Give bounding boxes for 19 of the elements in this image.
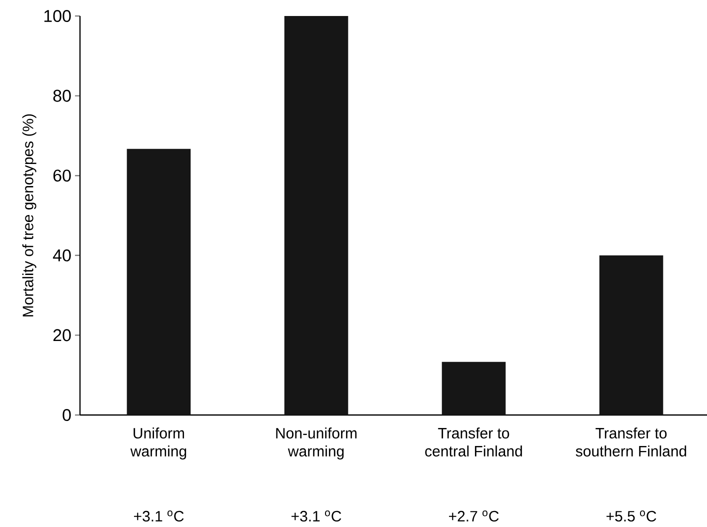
x-tick-label: Uniform warming bbox=[130, 428, 186, 460]
y-tick-label: 40 bbox=[52, 249, 71, 262]
bar bbox=[126, 148, 191, 415]
text: +3.1 $^{o}$C bbox=[292, 510, 342, 522]
x-tick-label: Transfer to central Finland bbox=[425, 428, 522, 457]
y-tick-label: 80 bbox=[53, 90, 71, 102]
bar bbox=[284, 16, 348, 415]
text: +2.7 $^{o}$C bbox=[449, 510, 499, 522]
x-tick-label: Transfer to southern Finland bbox=[576, 428, 686, 457]
bar bbox=[442, 362, 506, 415]
y-tick-label: 20 bbox=[53, 329, 71, 342]
text: +3.1 $^{o}$C bbox=[134, 510, 184, 522]
x-tick-label: Non-uniform warming bbox=[276, 428, 357, 460]
y-tick-label: 100 bbox=[44, 10, 71, 22]
y-axis-title: Mortality of tree genotypes (%) bbox=[22, 114, 36, 316]
bar bbox=[599, 255, 664, 415]
text: +5.5 $^{o}$C bbox=[606, 510, 656, 522]
y-tick-label: 60 bbox=[53, 170, 71, 182]
y-tick-label: 0 bbox=[62, 408, 71, 422]
